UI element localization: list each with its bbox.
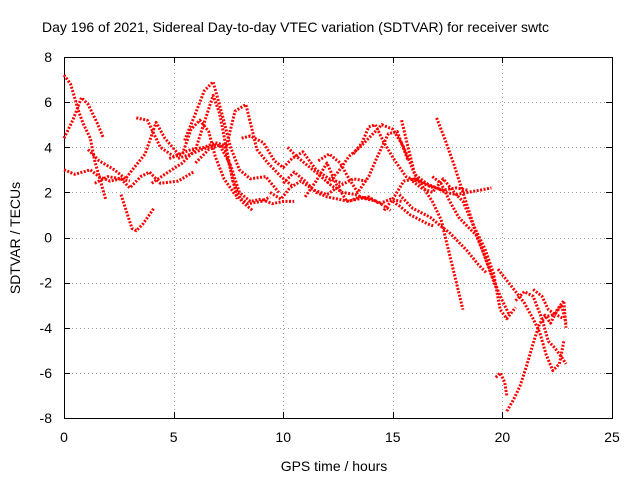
series-arc-28	[496, 268, 566, 373]
y-tick-label: -6	[40, 365, 53, 381]
x-tick-label: 20	[495, 429, 511, 445]
series-arc-8	[150, 93, 254, 212]
series-arc-5	[94, 170, 195, 190]
y-tick-label: -2	[40, 275, 53, 291]
chart-title: Day 196 of 2021, Sidereal Day-to-day VTE…	[42, 19, 549, 35]
y-tick-label: 0	[44, 230, 52, 246]
series-arc-15	[282, 170, 372, 203]
series-arc-18	[317, 130, 410, 194]
series-arc-25	[411, 177, 498, 288]
series-group	[62, 74, 568, 412]
y-tick-label: 6	[44, 94, 52, 110]
series-arc-10	[183, 80, 280, 194]
series-arc-20	[352, 123, 468, 192]
y-tick-label: -8	[40, 410, 53, 426]
series-arc-9	[168, 118, 271, 206]
series-arc-19	[325, 123, 434, 190]
series-arc-27	[435, 117, 517, 321]
x-tick-label: 10	[275, 429, 291, 445]
grid	[64, 57, 612, 418]
y-tick-label: 4	[44, 139, 52, 155]
axes: 0 5 10 15 20 25 -8 -6 -4 -2 0 2 4 6 8	[40, 49, 620, 445]
series-arc-11	[177, 102, 293, 187]
series-arc-17	[303, 161, 402, 206]
series-arc-23	[391, 200, 435, 228]
plot-border	[64, 57, 613, 419]
x-tick-label: 0	[60, 429, 68, 445]
y-tick-label: 2	[44, 184, 52, 200]
series-arc-32	[542, 299, 568, 328]
series-arc-1	[62, 74, 108, 200]
x-tick-label: 15	[385, 429, 401, 445]
series-arc-22	[398, 193, 489, 275]
series-arc-33	[494, 371, 509, 396]
series-arc-24	[400, 119, 465, 311]
series-arc-29	[514, 290, 568, 365]
series-arc-26	[431, 175, 511, 315]
x-tick-label: 5	[170, 429, 178, 445]
series-arc-6	[119, 194, 156, 233]
series-arc-3	[63, 168, 131, 183]
series-arc-16	[286, 146, 392, 212]
x-axis-label: GPS time / hours	[281, 458, 388, 474]
y-axis-label: SDTVAR / TECUs	[7, 182, 23, 294]
series-arc-4	[87, 120, 182, 181]
series-arc-30	[505, 312, 565, 412]
y-tick-label: 8	[44, 49, 52, 65]
y-tick-label: -4	[40, 320, 53, 336]
series-arc-2	[62, 96, 105, 139]
series-arc-12	[194, 143, 295, 206]
x-tick-label: 25	[604, 429, 620, 445]
